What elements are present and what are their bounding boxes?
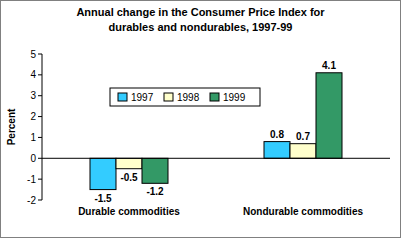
x-tick-label: Durable commodities bbox=[78, 206, 180, 217]
y-tick-label: 2 bbox=[30, 111, 36, 122]
bar bbox=[142, 158, 168, 183]
legend-box bbox=[110, 88, 260, 106]
data-label: 0.8 bbox=[270, 129, 284, 140]
data-label: 0.7 bbox=[296, 131, 310, 142]
bar bbox=[316, 73, 342, 159]
y-tick-label: 3 bbox=[30, 90, 36, 101]
bar bbox=[90, 158, 116, 189]
y-tick-label: -1 bbox=[27, 174, 36, 185]
x-tick-label: Nondurable commodities bbox=[243, 206, 363, 217]
y-tick-label: 1 bbox=[30, 132, 36, 143]
data-label: -0.5 bbox=[120, 172, 138, 183]
bar bbox=[290, 144, 316, 159]
y-tick-label: 5 bbox=[30, 49, 36, 60]
y-tick bbox=[38, 200, 42, 201]
y-tick bbox=[38, 179, 42, 180]
y-axis bbox=[42, 54, 43, 200]
legend: 1997 1998 1999 bbox=[110, 88, 260, 106]
y-tick-label: -2 bbox=[27, 195, 36, 206]
y-tick bbox=[38, 116, 42, 117]
frame bbox=[1, 1, 401, 238]
legend-label: 1997 bbox=[131, 92, 154, 103]
bars bbox=[90, 73, 342, 190]
data-label: -1.5 bbox=[94, 193, 112, 204]
chart: Annual change in the Consumer Price Inde… bbox=[0, 0, 401, 238]
y-tick bbox=[38, 158, 42, 159]
data-label: -1.2 bbox=[146, 186, 164, 197]
y-tick bbox=[38, 54, 42, 55]
title: Annual change in the Consumer Price Inde… bbox=[76, 6, 325, 33]
y-axis-label: Percent bbox=[6, 108, 17, 145]
x-axis bbox=[42, 158, 390, 159]
y-tick-label: 4 bbox=[30, 69, 36, 80]
legend-swatch bbox=[210, 93, 219, 101]
bar bbox=[264, 142, 290, 159]
bar bbox=[116, 158, 142, 168]
data-label: 4.1 bbox=[322, 60, 336, 71]
y-tick bbox=[38, 137, 42, 138]
y-tick-label: 0 bbox=[30, 153, 36, 164]
y-tick bbox=[38, 74, 42, 75]
y-tick bbox=[38, 95, 42, 96]
legend-label: 1999 bbox=[223, 92, 246, 103]
legend-swatch bbox=[164, 93, 173, 101]
legend-swatch bbox=[118, 93, 127, 101]
legend-label: 1998 bbox=[177, 92, 200, 103]
